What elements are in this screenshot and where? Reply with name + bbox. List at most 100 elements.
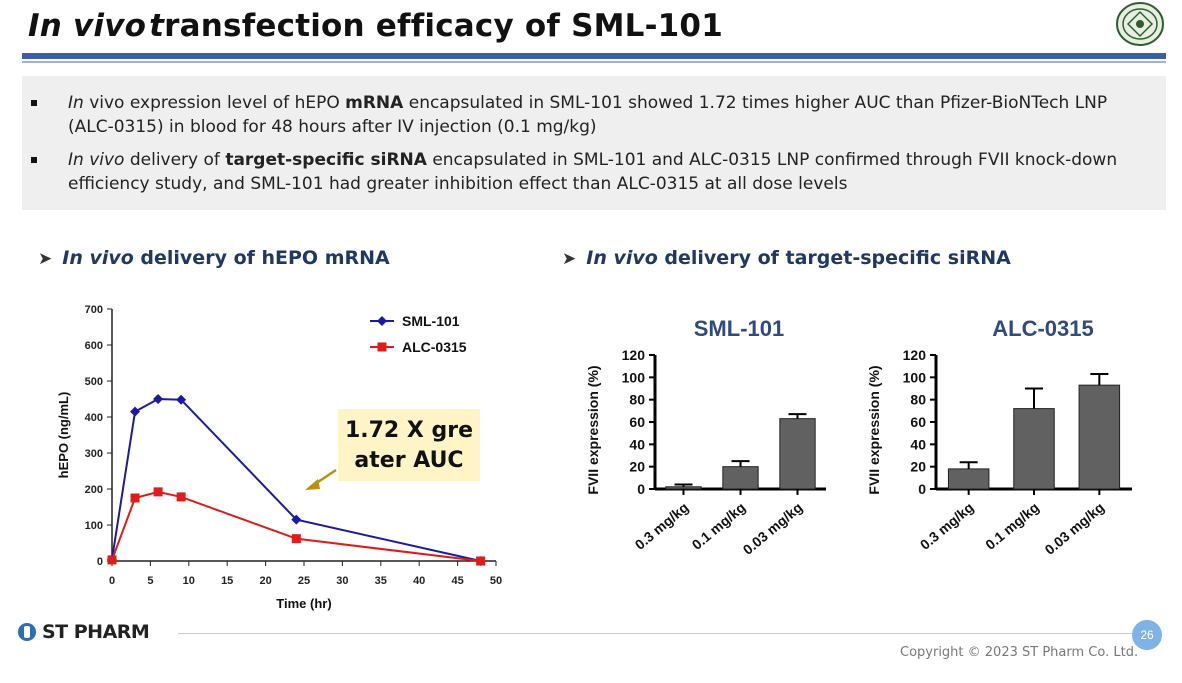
bullet-italic: In vivo [68, 150, 125, 170]
data-point [476, 556, 486, 566]
bullet-bold: mRNA [345, 93, 404, 113]
auc-callout: 1.72 X gre ater AUC [338, 409, 480, 481]
title-rest: ransfection efficacy of SML-101 [164, 8, 723, 44]
y-tick-label: 80 [910, 392, 926, 408]
bullet-bold: target-specific siRNA [225, 150, 427, 170]
y-tick-label: 100 [622, 369, 646, 385]
y-tick-label: 300 [85, 448, 103, 460]
company-logo: ST PHARM [18, 621, 150, 643]
y-tick-label: 100 [85, 520, 103, 532]
y-axis-label: FVII expression (%) [585, 365, 601, 494]
x-tick-label: 50 [490, 575, 502, 587]
bar [779, 418, 816, 490]
page-number: 26 [1132, 620, 1162, 650]
section-text: delivery of target-specific siRNA [657, 247, 1011, 269]
footer-rule [178, 633, 1134, 634]
y-tick-label: 80 [629, 392, 645, 408]
section-heading-left: ➤ In vivo delivery of hEPO mRNA [38, 247, 390, 269]
university-seal-icon [1115, 1, 1165, 47]
data-point [130, 406, 141, 417]
data-point [153, 487, 163, 497]
x-tick-label: 30 [336, 575, 348, 587]
y-tick-label: 60 [910, 414, 926, 430]
bullet-square-icon [31, 100, 37, 106]
data-point [291, 514, 302, 525]
y-tick-label: 120 [903, 347, 927, 363]
bullet-text: vivo expression level of hEPO [83, 93, 346, 113]
arrow-bullet-icon: ➤ [562, 249, 577, 269]
callout-line: ater AUC [354, 448, 464, 473]
bullet-italic: In [68, 93, 84, 113]
logo-text: ST PHARM [42, 621, 150, 643]
x-tick-label: 0.1 mg/kg [982, 499, 1042, 553]
data-point [107, 555, 117, 565]
summary-box [22, 76, 1166, 210]
section-italic: In vivo [586, 247, 658, 269]
summary-bullet-1: In vivo expression level of hEPO mRNA en… [31, 91, 1142, 139]
bar-chart-title: ALC-0315 [992, 316, 1093, 341]
y-tick-label: 60 [629, 414, 645, 430]
bullet-square-icon [31, 157, 37, 163]
x-tick-label: 0.03 mg/kg [740, 499, 806, 558]
data-point [130, 493, 140, 503]
y-axis-label: hEPO (ng/mL) [56, 392, 71, 479]
header-rule [22, 53, 1166, 59]
y-tick-label: 20 [629, 459, 645, 475]
y-tick-label: 200 [85, 484, 103, 496]
bullet-text: encapsulated in SML-101 showed 1.72 time… [68, 93, 1108, 137]
bar-chart-title: SML-101 [694, 316, 784, 341]
x-tick-label: 15 [221, 575, 233, 587]
data-point [176, 492, 186, 502]
series-line-sml-101 [111, 397, 481, 562]
bullet-text: delivery of [124, 150, 226, 170]
x-tick-label: 45 [451, 575, 463, 587]
x-tick-label: 40 [413, 575, 425, 587]
y-tick-label: 700 [85, 304, 103, 316]
logo-mark-icon [18, 623, 36, 641]
y-tick-label: 400 [85, 412, 103, 424]
y-tick-label: 500 [85, 376, 103, 388]
x-tick-label: 0.03 mg/kg [1042, 499, 1108, 558]
legend-marker [377, 316, 387, 326]
series-line-alc-0315 [111, 490, 481, 562]
x-tick-label: 25 [298, 575, 310, 587]
bar [722, 466, 759, 490]
title-italic-part: In vivo [28, 8, 147, 44]
y-tick-label: 0 [637, 481, 645, 497]
data-point [153, 394, 164, 404]
y-tick-label: 40 [629, 436, 645, 452]
x-tick-label: 0.3 mg/kg [632, 499, 692, 553]
section-text: delivery of hEPO mRNA [133, 247, 390, 269]
x-tick-label: 20 [259, 575, 271, 587]
page-title: In vivo transfection efficacy of SML-101 [28, 8, 723, 44]
y-tick-label: 20 [910, 459, 926, 475]
bar [1078, 384, 1121, 490]
legend-label: SML-101 [402, 313, 460, 329]
bar [1013, 408, 1055, 490]
y-axis-label: FVII expression (%) [866, 365, 882, 494]
y-tick-label: 100 [903, 369, 927, 385]
y-tick-label: 0 [97, 556, 103, 568]
data-point [176, 394, 187, 405]
y-tick-label: 0 [918, 481, 926, 497]
callout-arrowhead [305, 479, 320, 490]
y-tick-label: 120 [622, 347, 646, 363]
x-tick-label: 0 [109, 575, 115, 587]
copyright-text: Copyright © 2023 ST Pharm Co. Ltd. [900, 645, 1139, 660]
bullet-text: encapsulated in SML-101 and ALC-0315 LNP… [68, 150, 1118, 194]
data-point [291, 534, 301, 544]
x-axis-label: Time (hr) [276, 596, 331, 611]
x-tick-label: 5 [147, 575, 153, 587]
x-tick-label: 0.3 mg/kg [917, 499, 977, 553]
legend-marker [377, 342, 387, 352]
x-tick-label: 10 [183, 575, 195, 587]
section-italic: In vivo [62, 247, 134, 269]
summary-bullet-2: In vivo delivery of target-specific siRN… [31, 148, 1142, 196]
header-rule-thin [22, 61, 1166, 63]
y-tick-label: 40 [910, 436, 926, 452]
title-italic-letter: t [149, 8, 165, 44]
callout-line: 1.72 X gre [344, 418, 474, 443]
arrow-bullet-icon: ➤ [38, 249, 53, 269]
bar [947, 468, 990, 490]
